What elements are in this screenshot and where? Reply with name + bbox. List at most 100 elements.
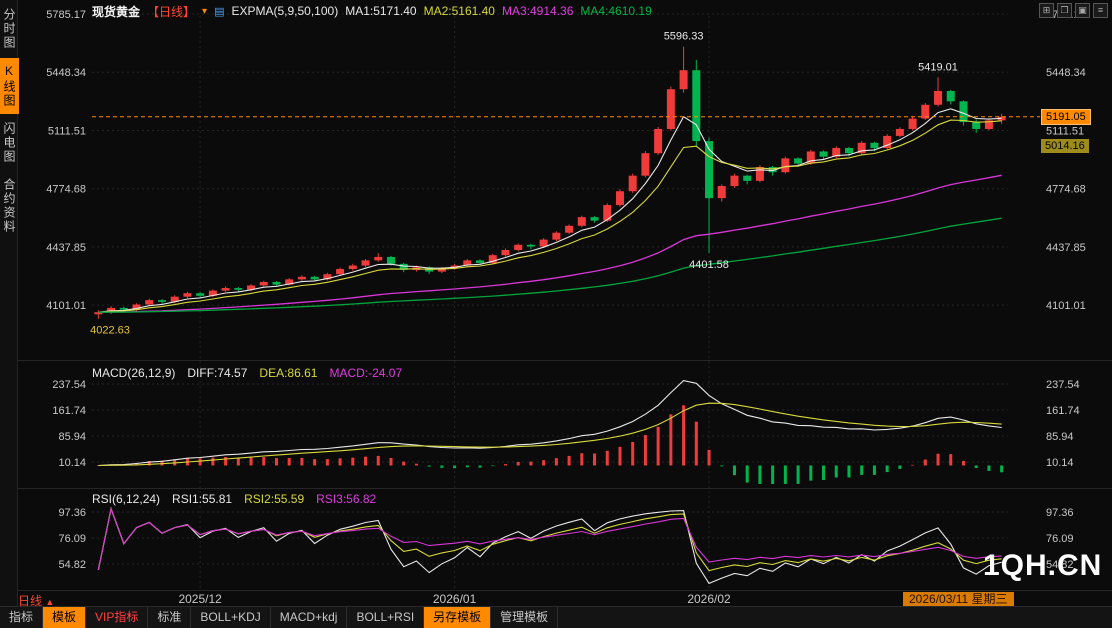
sidebar-item-K线图[interactable]: K线图 xyxy=(0,58,19,114)
macd-histogram-bar xyxy=(694,421,698,466)
macd-histogram-bar xyxy=(834,465,838,478)
candle-body xyxy=(844,148,853,154)
macd-histogram-bar xyxy=(414,463,418,466)
indicator-icon: ▤ xyxy=(214,5,225,18)
macd-histogram-bar xyxy=(96,465,100,467)
candle-body xyxy=(386,256,395,264)
macd-histogram-bar xyxy=(567,455,571,466)
candle-body xyxy=(323,274,332,280)
candle-body xyxy=(590,217,599,221)
grid-icon[interactable]: ⊞ xyxy=(1039,3,1054,18)
macd-histogram-bar xyxy=(974,465,978,469)
toolbar-item-MACD+kdj[interactable]: MACD+kdj xyxy=(271,607,348,628)
up-triangle-icon: ▲ xyxy=(45,597,55,607)
candle-body xyxy=(755,167,764,181)
macd-histogram-bar xyxy=(631,441,635,466)
price-axis-label-right: 4774.68 xyxy=(1046,184,1086,196)
candle-body xyxy=(361,260,370,266)
macd-histogram-bar xyxy=(580,453,584,466)
sidebar-item-合约资料[interactable]: 合约资料 xyxy=(2,178,16,234)
candle-body xyxy=(870,142,879,149)
macd-histogram-bar xyxy=(224,457,228,466)
macd-axis-label-right: 85.94 xyxy=(1046,431,1074,443)
macd-axis-label-right: 10.14 xyxy=(1046,457,1074,469)
price-axis-label-left: 5111.51 xyxy=(48,125,86,137)
macd-histogram-bar xyxy=(300,457,304,466)
window-controls: ⊞ ❐ ▣ ≡ xyxy=(1039,3,1108,18)
candle-body xyxy=(170,296,179,302)
macd-histogram-bar xyxy=(211,457,215,466)
x-axis-tick-label: 2026/01 xyxy=(433,592,477,606)
candle-body xyxy=(959,101,968,123)
candle-body xyxy=(285,279,294,285)
candle-body xyxy=(107,307,116,313)
toolbar-item-BOLL+KDJ[interactable]: BOLL+KDJ xyxy=(191,607,271,628)
candle-body xyxy=(781,158,790,173)
price-axis-label-right: 5111.51 xyxy=(1046,125,1084,137)
macd-histogram-bar xyxy=(961,460,965,466)
ema5-line xyxy=(98,108,1002,313)
price-axis-label-left: 4101.01 xyxy=(46,300,86,312)
rsi-axis-label-left: 54.82 xyxy=(58,559,86,571)
toolbar-item-BOLL+RSI[interactable]: BOLL+RSI xyxy=(347,607,425,628)
macd-dea-line xyxy=(98,402,1002,467)
last-price-badge: 5191.05 xyxy=(1041,108,1091,125)
candle-body xyxy=(743,175,752,181)
period-indicator[interactable]: 日线 ▲ xyxy=(18,592,54,609)
symbol-name: 现货黄金 xyxy=(92,4,141,19)
macd-histogram-bar xyxy=(262,457,266,466)
macd-histogram-bar xyxy=(643,435,647,466)
toolbar-item-管理模板[interactable]: 管理模板 xyxy=(491,607,559,628)
macd-histogram-bar xyxy=(771,465,775,484)
macd-histogram-bar xyxy=(427,465,431,467)
candle-body xyxy=(806,151,815,164)
period-label: 【日线】 xyxy=(147,4,196,19)
candle-body xyxy=(908,118,917,129)
rsi-axis-label-right: 97.36 xyxy=(1046,507,1074,519)
macd-histogram-bar xyxy=(465,465,469,468)
candle-body xyxy=(336,269,345,275)
period-dropdown-icon[interactable]: ▾ xyxy=(202,5,208,17)
macd-histogram-bar xyxy=(720,465,724,467)
rsi3-value: RSI3:56.82 xyxy=(316,492,377,506)
toolbar-item-标准[interactable]: 标准 xyxy=(148,607,192,628)
macd-axis-label-right: 161.74 xyxy=(1046,405,1080,417)
macd-histogram-bar xyxy=(135,462,139,466)
macd-diff-value: DIFF:74.57 xyxy=(187,366,248,380)
candle-body xyxy=(705,141,714,199)
toolbar-item-VIP指标[interactable]: VIP指标 xyxy=(86,607,149,628)
candle-body xyxy=(972,122,981,129)
price-axis-label-right: 4437.85 xyxy=(1046,242,1086,254)
price-axis-label-left: 5785.17 xyxy=(46,9,86,21)
candle-body xyxy=(247,285,256,290)
macd-histogram-bar xyxy=(783,465,787,484)
maximize-icon[interactable]: ▣ xyxy=(1075,3,1090,18)
candle-body xyxy=(934,90,943,105)
indicator-label: EXPMA(5,9,50,100) xyxy=(231,4,339,18)
macd-histogram-bar xyxy=(198,458,202,466)
ma2-value: MA2:5161.40 xyxy=(423,4,495,18)
macd-histogram-bar xyxy=(249,457,253,466)
macd-histogram-bar xyxy=(885,465,889,473)
macd-histogram-bar xyxy=(554,458,558,466)
candle-body xyxy=(221,288,230,291)
ema9-line xyxy=(98,119,1002,313)
toolbar-item-另存模板[interactable]: 另存模板 xyxy=(424,607,492,628)
list-icon[interactable]: ≡ xyxy=(1093,3,1108,18)
candle-body xyxy=(259,281,268,286)
sidebar-item-闪电图[interactable]: 闪电图 xyxy=(2,122,16,164)
macd-histogram-bar xyxy=(949,454,953,466)
candle-body xyxy=(717,186,726,199)
cascade-icon[interactable]: ❐ xyxy=(1057,3,1072,18)
candle-body xyxy=(615,191,624,206)
candle-body xyxy=(883,135,892,149)
macd-axis-label-right: 237.54 xyxy=(1046,379,1080,391)
current-date-label: 2026/03/11 星期三 xyxy=(903,592,1014,607)
toolbar-item-指标[interactable]: 指标 xyxy=(0,607,44,628)
toolbar-item-模板[interactable]: 模板 xyxy=(43,607,87,628)
candle-body xyxy=(603,205,612,221)
candle-body xyxy=(794,158,803,164)
sidebar-item-分时图[interactable]: 分时图 xyxy=(2,8,16,50)
candle-body xyxy=(157,300,166,302)
